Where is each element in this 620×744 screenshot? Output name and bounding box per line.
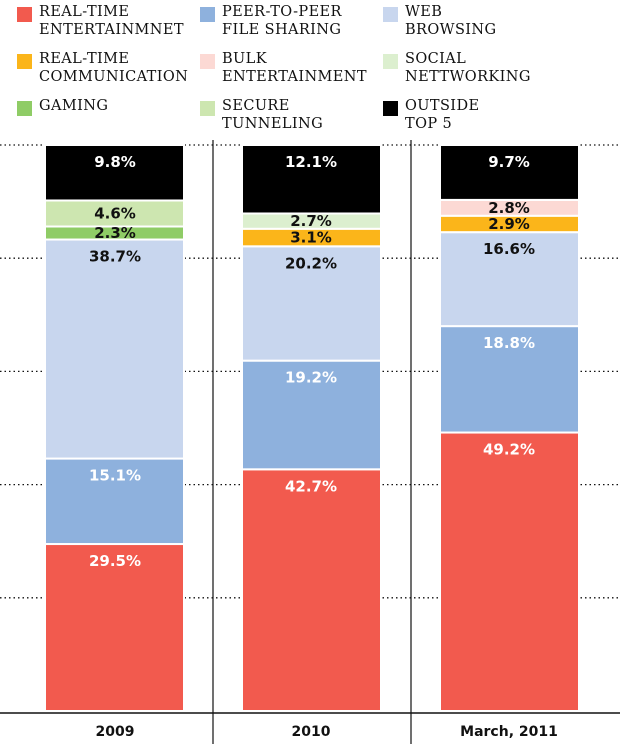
data-label: 49.2% <box>483 441 535 459</box>
bar-segment <box>439 144 580 201</box>
legend-label: PEER-TO-PEER FILE SHARING <box>222 4 342 38</box>
legend-swatch <box>17 54 32 69</box>
bar-segment <box>44 543 185 712</box>
bar-segment <box>241 144 382 215</box>
bar-segment <box>439 231 580 328</box>
legend-label: BULK ENTERTAINMENT <box>222 51 367 85</box>
stacked-bar-chart: 29.5% 15.1% 38.7% 2.3% 4.6% 9.8% 42.7% 19.2% 20.… <box>0 140 620 744</box>
data-label: 4.6% <box>94 204 136 222</box>
bar-segment <box>241 468 382 712</box>
legend-swatch <box>383 54 398 69</box>
legend-label: REAL-TIME ENTERTAINMNET <box>39 4 184 38</box>
legend-swatch <box>383 7 398 22</box>
data-label: 42.7% <box>285 477 337 495</box>
bar-segment <box>44 144 185 202</box>
bar-segment <box>439 431 580 712</box>
legend-swatch <box>17 7 32 22</box>
data-label: 16.6% <box>483 240 535 258</box>
legend-swatch <box>200 54 215 69</box>
data-label: 2.9% <box>488 215 530 233</box>
bar-segment <box>241 359 382 471</box>
legend-swatch <box>200 7 215 22</box>
legend-label: REAL-TIME COMMUNICATION <box>39 51 189 85</box>
legend-label: SECURE TUNNELING <box>222 98 324 132</box>
legend-swatch <box>383 101 398 116</box>
bar-segment <box>44 199 185 228</box>
data-label: 9.8% <box>94 153 136 171</box>
data-label: 29.5% <box>89 552 141 570</box>
data-label: 3.1% <box>290 229 332 247</box>
data-label: 18.8% <box>483 334 535 352</box>
legend-label: OUTSIDE TOP 5 <box>405 98 480 132</box>
bar-segment <box>44 238 185 460</box>
x-tick-label: March, 2011 <box>460 724 558 740</box>
data-label: 20.2% <box>285 254 337 272</box>
bar-segment <box>439 325 580 434</box>
bar-segment <box>241 245 382 362</box>
data-label: 38.7% <box>89 248 141 266</box>
x-tick-label: 2010 <box>292 724 331 740</box>
legend-label: SOCIAL NETTWORKING <box>405 51 531 85</box>
legend-label: WEB BROWSING <box>405 4 497 38</box>
legend-swatch <box>200 101 215 116</box>
data-label: 12.1% <box>285 153 337 171</box>
data-label: 15.1% <box>89 467 141 485</box>
data-label: 9.7% <box>488 153 530 171</box>
data-label: 19.2% <box>285 369 337 387</box>
data-label: 2.8% <box>488 199 530 217</box>
legend-label: GAMING <box>39 98 109 114</box>
x-tick-label: 2009 <box>96 724 135 740</box>
legend-swatch <box>17 101 32 116</box>
data-label: 2.3% <box>94 224 136 242</box>
legend: REAL-TIME ENTERTAINMNET PEER-TO-PEER FILE… <box>0 0 620 140</box>
data-label: 2.7% <box>290 212 332 230</box>
bar-segment <box>44 457 185 546</box>
